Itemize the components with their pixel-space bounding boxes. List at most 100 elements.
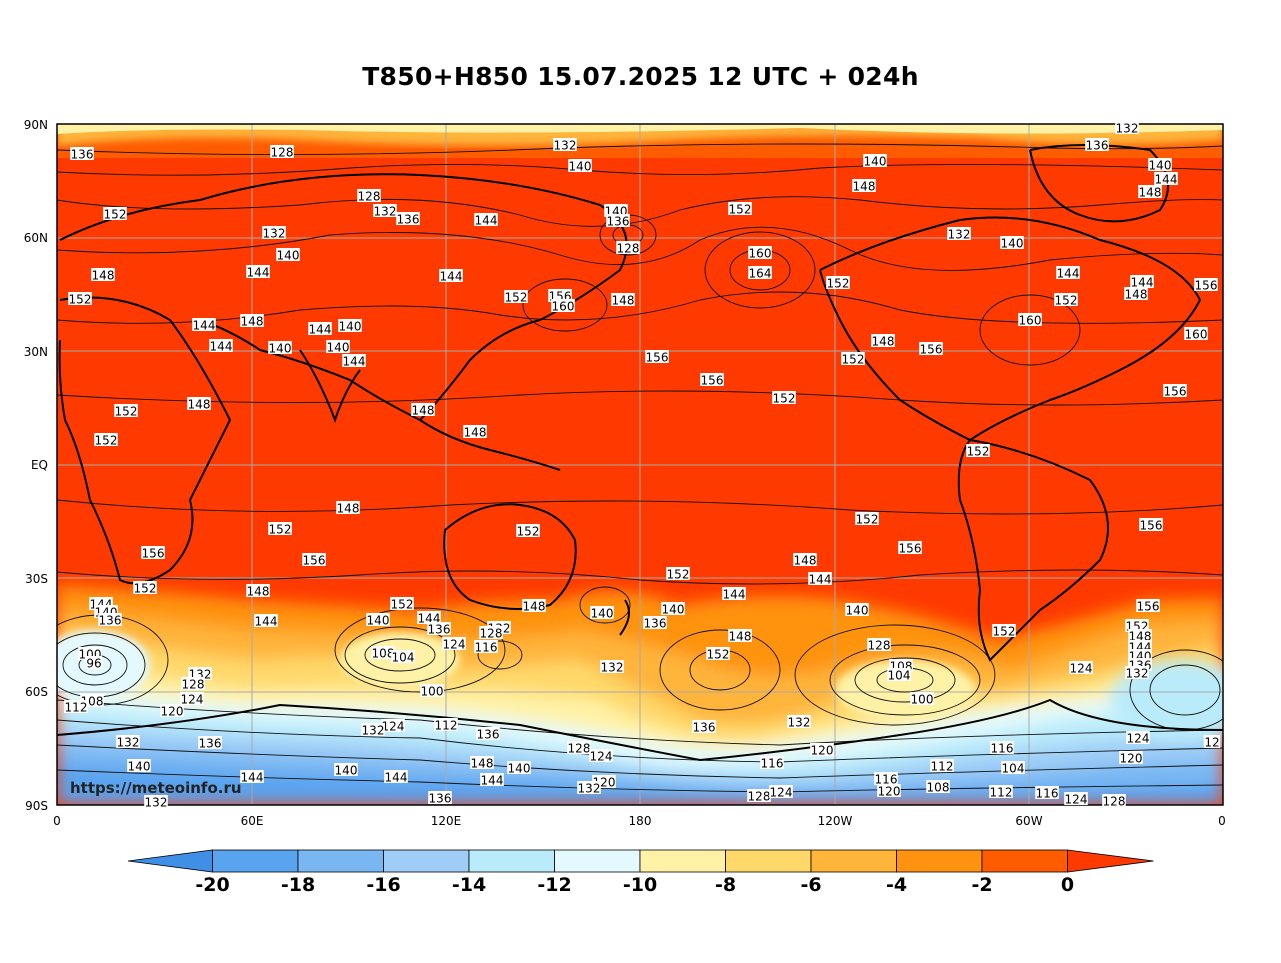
colorbar-swatch bbox=[383, 849, 470, 873]
contour-label: 152 bbox=[94, 433, 118, 448]
contour-label: 148 bbox=[852, 179, 876, 194]
contour-label: 152 bbox=[841, 352, 865, 367]
lat-label-60s: 60S bbox=[25, 685, 48, 699]
contour-label: 148 bbox=[463, 425, 487, 440]
contour-label: 104 bbox=[1001, 761, 1025, 776]
svg-text:136: 136 bbox=[397, 213, 420, 227]
contour-label: 12 bbox=[1203, 735, 1221, 750]
contour-label: 144 bbox=[342, 354, 366, 369]
contour-label: 128 bbox=[357, 189, 381, 204]
svg-text:124: 124 bbox=[770, 786, 793, 800]
colorbar-tick-label: -20 bbox=[195, 874, 230, 896]
svg-text:152: 152 bbox=[69, 293, 92, 307]
svg-text:148: 148 bbox=[523, 600, 546, 614]
contour-label: 144 bbox=[722, 587, 746, 602]
svg-text:144: 144 bbox=[210, 340, 233, 354]
contour-label: 116 bbox=[760, 756, 784, 771]
svg-text:144: 144 bbox=[385, 771, 408, 785]
contour-label: 148 bbox=[336, 501, 360, 516]
contour-label: 160 bbox=[748, 246, 772, 261]
contour-label: 152 bbox=[268, 522, 292, 537]
colorbar-swatch bbox=[554, 849, 641, 873]
svg-text:132: 132 bbox=[601, 661, 624, 675]
svg-text:148: 148 bbox=[471, 757, 494, 771]
svg-text:140: 140 bbox=[339, 320, 362, 334]
svg-text:140: 140 bbox=[864, 155, 887, 169]
latitude-axis: 90N 60N 30N EQ 30S 60S 90S bbox=[24, 118, 48, 813]
svg-text:128: 128 bbox=[568, 742, 591, 756]
contour-label: 148 bbox=[470, 756, 494, 771]
contour-label: 148 bbox=[91, 268, 115, 283]
svg-text:136: 136 bbox=[71, 148, 94, 162]
svg-text:140: 140 bbox=[327, 341, 350, 355]
contour-label: 156 bbox=[700, 373, 724, 388]
lon-label-60e: 60E bbox=[241, 814, 264, 828]
svg-text:152: 152 bbox=[517, 525, 540, 539]
contour-label: 152 bbox=[68, 292, 92, 307]
svg-text:152: 152 bbox=[967, 445, 990, 459]
contour-label: 152 bbox=[516, 524, 540, 539]
svg-text:140: 140 bbox=[1149, 159, 1172, 173]
svg-text:108: 108 bbox=[927, 781, 950, 795]
svg-text:148: 148 bbox=[92, 269, 115, 283]
colorbar-swatch bbox=[896, 849, 983, 873]
contour-label: 140 bbox=[863, 154, 887, 169]
svg-text:152: 152 bbox=[842, 353, 865, 367]
svg-text:148: 148 bbox=[247, 585, 270, 599]
contour-label: 156 bbox=[1139, 518, 1163, 533]
svg-text:148: 148 bbox=[1125, 288, 1148, 302]
svg-text:156: 156 bbox=[899, 542, 922, 556]
svg-text:128: 128 bbox=[748, 790, 771, 804]
contour-label: 144 bbox=[1154, 172, 1178, 187]
contour-label: 140 bbox=[661, 602, 685, 617]
contour-label: 112 bbox=[64, 700, 88, 715]
svg-text:152: 152 bbox=[115, 405, 138, 419]
svg-text:108: 108 bbox=[372, 647, 395, 661]
contour-label: 132 bbox=[144, 795, 168, 810]
svg-text:160: 160 bbox=[1019, 314, 1042, 328]
contour-label: 152 bbox=[966, 444, 990, 459]
lat-label-30s: 30S bbox=[25, 572, 48, 586]
contour-label: 112 bbox=[434, 718, 458, 733]
colorbar-tick-label: -2 bbox=[971, 874, 993, 896]
svg-text:152: 152 bbox=[505, 291, 528, 305]
svg-text:140: 140 bbox=[128, 760, 151, 774]
contour-label: 132 bbox=[361, 723, 385, 738]
svg-text:144: 144 bbox=[475, 214, 498, 228]
svg-text:144: 144 bbox=[440, 270, 463, 284]
contour-label: 136 bbox=[643, 616, 667, 631]
svg-text:140: 140 bbox=[662, 603, 685, 617]
chart-title: T850+H850 15.07.2025 12 UTC + 024h bbox=[362, 62, 919, 91]
svg-text:140: 140 bbox=[277, 249, 300, 263]
svg-text:116: 116 bbox=[991, 742, 1014, 756]
colorbar-tick-label: -4 bbox=[885, 874, 908, 896]
svg-text:132: 132 bbox=[788, 716, 811, 730]
svg-text:140: 140 bbox=[569, 160, 592, 174]
contour-label: 148 bbox=[793, 553, 817, 568]
contour-label: 144 bbox=[308, 322, 332, 337]
contour-label: 140 bbox=[268, 341, 292, 356]
contour-label: 156 bbox=[645, 350, 669, 365]
contour-labels: 136 128 1321401321361401481401441481521281… bbox=[64, 121, 1221, 810]
contour-label: 148 bbox=[411, 403, 435, 418]
contour-label: 128 bbox=[567, 741, 591, 756]
contour-label: 140 bbox=[366, 613, 390, 628]
contour-label: 136 bbox=[606, 214, 630, 229]
contour-label: 152 bbox=[772, 391, 796, 406]
map-frame bbox=[56, 123, 1224, 806]
contour-label: 148 bbox=[240, 314, 264, 329]
colorbar-tick-label: -14 bbox=[451, 874, 487, 896]
svg-text:144: 144 bbox=[241, 771, 264, 785]
contour-label: 116 bbox=[474, 640, 498, 655]
colorbar-tick-label: -6 bbox=[800, 874, 822, 896]
contour-label: 136 bbox=[427, 622, 451, 637]
contour-label: 112 bbox=[930, 759, 954, 774]
contour-label: 144 bbox=[240, 770, 264, 785]
svg-text:124: 124 bbox=[181, 693, 204, 707]
contour-label: 104 bbox=[391, 650, 415, 665]
svg-text:136: 136 bbox=[428, 623, 451, 637]
longitude-axis: 0 60E 120E 180 120W 60W 0 bbox=[53, 814, 1226, 828]
contour-label: 132 bbox=[1115, 121, 1139, 136]
svg-text:152: 152 bbox=[707, 648, 730, 662]
svg-text:124: 124 bbox=[443, 638, 466, 652]
